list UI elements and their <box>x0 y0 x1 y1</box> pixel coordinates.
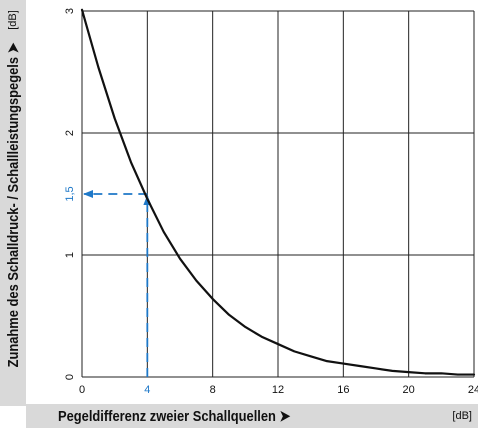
y-tick-label-2: 2 <box>64 130 76 136</box>
x-tick-label-4: 4 <box>144 384 150 396</box>
annotation-y-label: 1,5 <box>64 186 76 201</box>
y-tick-label-3: 3 <box>64 8 76 14</box>
y-axis-label-band <box>0 0 26 406</box>
x-axis-unit: [dB] <box>452 410 472 422</box>
x-axis-label-band <box>26 404 478 428</box>
x-tick-label-16: 16 <box>337 384 349 396</box>
x-tick-label-24: 24 <box>468 384 478 396</box>
x-tick-label-20: 20 <box>403 384 415 396</box>
x-tick-label-0: 0 <box>79 384 85 396</box>
x-tick-label-12: 12 <box>272 384 284 396</box>
x-axis-title: Pegeldifferenz zweier Schallquellen ➤ <box>58 408 291 425</box>
y-tick-label-1: 1 <box>64 252 76 258</box>
y-tick-label-0: 0 <box>64 374 76 380</box>
x-tick-label-8: 8 <box>210 384 216 396</box>
annotation-x-label: 4 <box>144 384 150 396</box>
series-line-1 <box>80 8 476 376</box>
